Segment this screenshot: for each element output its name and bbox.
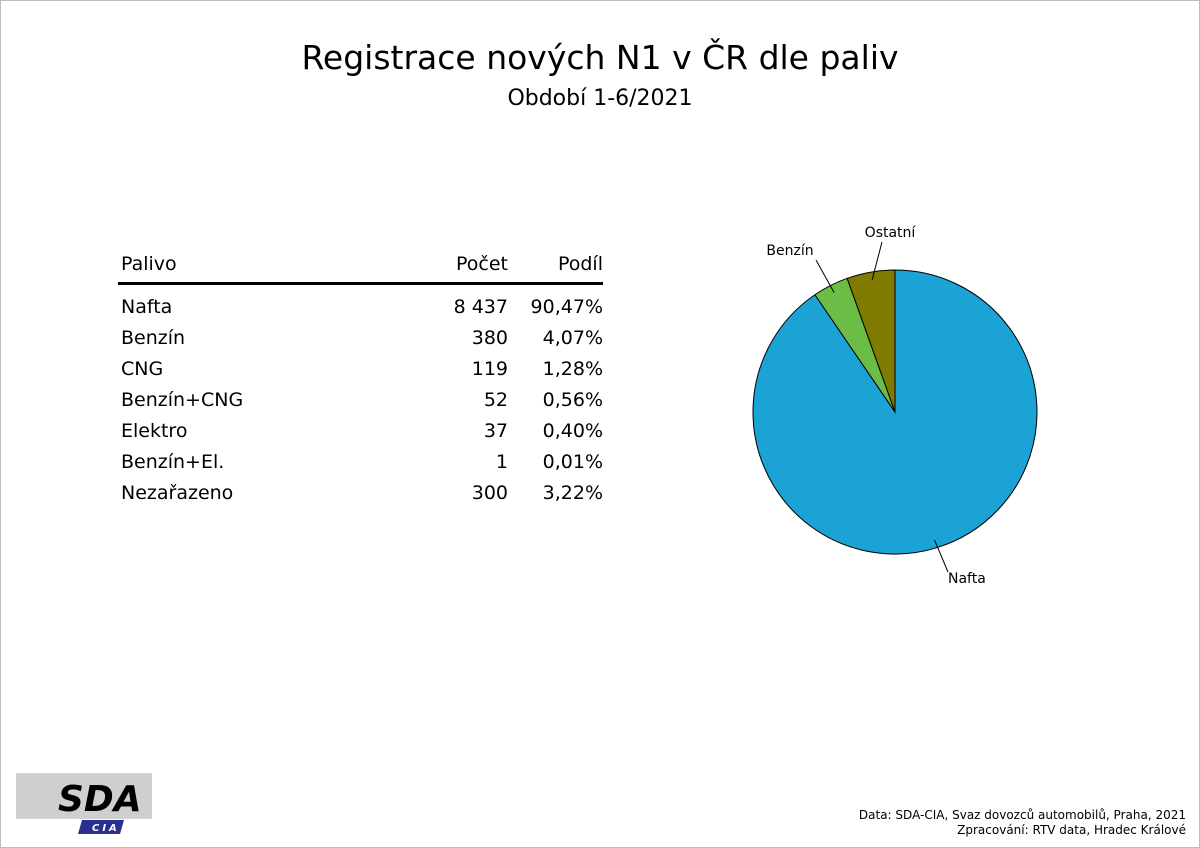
fuel-count: 52 xyxy=(483,388,508,411)
pie-label-ostatní: Ostatní xyxy=(865,225,917,241)
fuel-share: 0,40% xyxy=(542,419,603,442)
pie-leader-line xyxy=(871,241,883,281)
svg-text:CIA: CIA xyxy=(92,823,120,834)
column-header-share: Podíl xyxy=(508,252,603,285)
table-row: Nezařazeno 300 3,22% xyxy=(118,477,603,508)
pie-leader-line xyxy=(934,539,949,573)
table-header-row: Palivo Počet Podíl xyxy=(118,252,603,285)
fuel-count: 8 437 xyxy=(453,295,508,318)
fuel-count: 300 xyxy=(471,481,508,504)
fuel-name: Benzín+CNG xyxy=(121,388,244,411)
fuel-share: 3,22% xyxy=(542,481,603,504)
fuel-name: Benzín+El. xyxy=(121,450,225,473)
chart-subtitle: Období 1-6/2021 xyxy=(507,86,693,111)
fuel-count: 119 xyxy=(471,357,508,380)
fuel-count: 380 xyxy=(471,326,508,349)
column-header-count: Počet xyxy=(421,252,508,285)
fuel-share-pie-chart: Nafta Benzín Ostatní xyxy=(752,225,1038,587)
fuel-name: CNG xyxy=(121,357,164,380)
svg-text:SDA: SDA xyxy=(58,779,142,820)
footer-source: Data: SDA-CIA, Svaz dovozců automobilů, … xyxy=(859,808,1186,838)
footer-processing: Zpracování: RTV data, Hradec Králové xyxy=(957,823,1186,837)
fuel-table: Palivo Počet Podíl Nafta 8 437 90,47% Be… xyxy=(118,252,603,508)
fuel-name: Benzín xyxy=(121,326,186,349)
table-row: Elektro 37 0,40% xyxy=(118,415,603,446)
table-row: Benzín 380 4,07% xyxy=(118,322,603,353)
chart-title: Registrace nových N1 v ČR dle paliv xyxy=(301,38,899,77)
fuel-name: Nafta xyxy=(121,295,173,318)
pie-slice-ostatní xyxy=(846,269,896,413)
fuel-count: 37 xyxy=(483,419,508,442)
fuel-share: 1,28% xyxy=(542,357,603,380)
table-row: CNG 119 1,28% xyxy=(118,353,603,384)
fuel-share: 4,07% xyxy=(542,326,603,349)
fuel-share: 0,01% xyxy=(542,450,603,473)
fuel-share: 90,47% xyxy=(530,295,603,318)
pie-label-benzín: Benzín xyxy=(766,243,813,259)
fuel-share: 0,56% xyxy=(542,388,603,411)
column-header-fuel: Palivo xyxy=(118,252,421,285)
footer-data-source: Data: SDA-CIA, Svaz dovozců automobilů, … xyxy=(858,808,1186,822)
pie-label-nafta: Nafta xyxy=(948,571,986,587)
pie-leader-line xyxy=(815,259,835,293)
fuel-name: Nezařazeno xyxy=(121,481,234,504)
sda-cia-logo: SDA CIA xyxy=(16,773,152,834)
table-row: Benzín+CNG 52 0,56% xyxy=(118,384,603,415)
fuel-count: 1 xyxy=(495,450,508,473)
table-row: Nafta 8 437 90,47% xyxy=(118,284,603,323)
table-row: Benzín+El. 1 0,01% xyxy=(118,446,603,477)
fuel-name: Elektro xyxy=(121,419,188,442)
